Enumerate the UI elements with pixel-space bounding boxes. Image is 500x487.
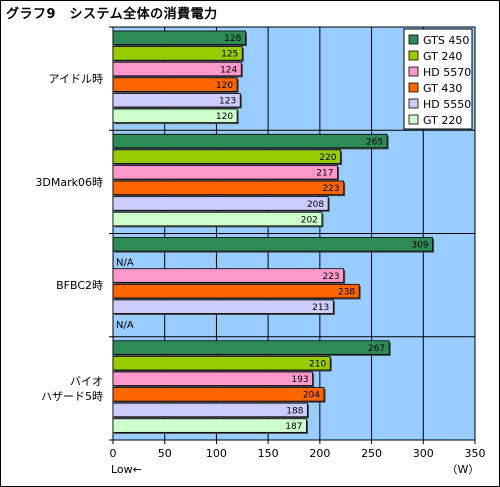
na-label: N/A — [116, 258, 134, 269]
value-label: 238 — [338, 287, 355, 297]
bar — [112, 180, 345, 196]
x-tick-label: 0 — [110, 447, 117, 460]
value-label: 223 — [322, 184, 339, 194]
x-tick-label: 150 — [258, 447, 279, 460]
x-tick-label: 100 — [206, 447, 227, 460]
bar — [112, 196, 329, 211]
value-label: 204 — [303, 391, 320, 401]
legend-swatch — [408, 50, 419, 61]
value-label: 265 — [366, 137, 383, 147]
value-label: 202 — [301, 215, 318, 225]
value-label: 223 — [322, 272, 339, 282]
category-label: アイドル時 — [49, 73, 103, 86]
bar — [112, 387, 325, 402]
na-label: N/A — [116, 320, 134, 331]
bar — [112, 268, 345, 283]
bar — [112, 402, 308, 418]
value-label: 309 — [411, 241, 428, 251]
bar — [112, 61, 242, 77]
value-label: 267 — [368, 344, 385, 354]
legend-label: HD 5550 — [423, 98, 471, 111]
bar — [112, 355, 331, 371]
value-label: 120 — [216, 112, 233, 122]
value-label: 210 — [309, 359, 326, 369]
legend-swatch — [408, 66, 419, 77]
bar — [112, 340, 390, 355]
category-label: バイオ — [70, 375, 103, 388]
direction-label: Low← — [111, 463, 142, 476]
value-label: 123 — [219, 97, 236, 107]
x-tick-label: 300 — [413, 447, 434, 460]
legend-label: GT 240 — [423, 50, 462, 63]
bar — [112, 108, 238, 124]
legend-swatch — [408, 114, 419, 125]
chart-title: グラフ9 システム全体の消費電力 — [6, 7, 218, 22]
value-label: 220 — [319, 153, 336, 163]
value-label: 213 — [312, 303, 329, 313]
bar — [112, 77, 238, 92]
x-tick-label: 200 — [309, 447, 330, 460]
value-label: 125 — [221, 50, 238, 60]
bar — [112, 46, 243, 61]
legend-swatch — [408, 98, 419, 109]
value-label: 187 — [285, 422, 302, 432]
legend-box — [403, 28, 473, 130]
x-tick-label: 250 — [361, 447, 382, 460]
legend-swatch — [408, 82, 419, 93]
bar — [112, 149, 341, 164]
bar — [112, 299, 334, 314]
bar — [112, 371, 314, 386]
value-label: 124 — [220, 65, 237, 75]
value-label: 208 — [307, 200, 324, 210]
bar — [112, 418, 307, 433]
value-label: 217 — [316, 169, 333, 179]
bar — [112, 133, 388, 149]
legend-swatch — [408, 34, 419, 45]
legend-label: GT 430 — [423, 82, 462, 95]
bar — [112, 237, 433, 252]
legend-label: GTS 450 — [423, 34, 469, 47]
value-label: 193 — [291, 375, 308, 385]
x-tick-label: 350 — [465, 447, 486, 460]
legend-label: GT 220 — [423, 114, 462, 127]
x-tick-label: 50 — [158, 447, 172, 460]
category-label: ハザード5時 — [41, 390, 103, 403]
category-label: BFBC2時 — [56, 279, 103, 292]
bar — [112, 211, 323, 227]
bar — [112, 93, 241, 108]
bar — [112, 165, 338, 180]
legend-label: HD 5570 — [423, 66, 471, 79]
category-label: 3DMark06時 — [35, 176, 103, 189]
value-label: 128 — [224, 34, 241, 44]
unit-label: （W） — [447, 463, 480, 476]
bar — [112, 30, 246, 46]
value-label: 120 — [216, 81, 233, 91]
bar — [112, 283, 360, 299]
value-label: 188 — [286, 406, 303, 416]
